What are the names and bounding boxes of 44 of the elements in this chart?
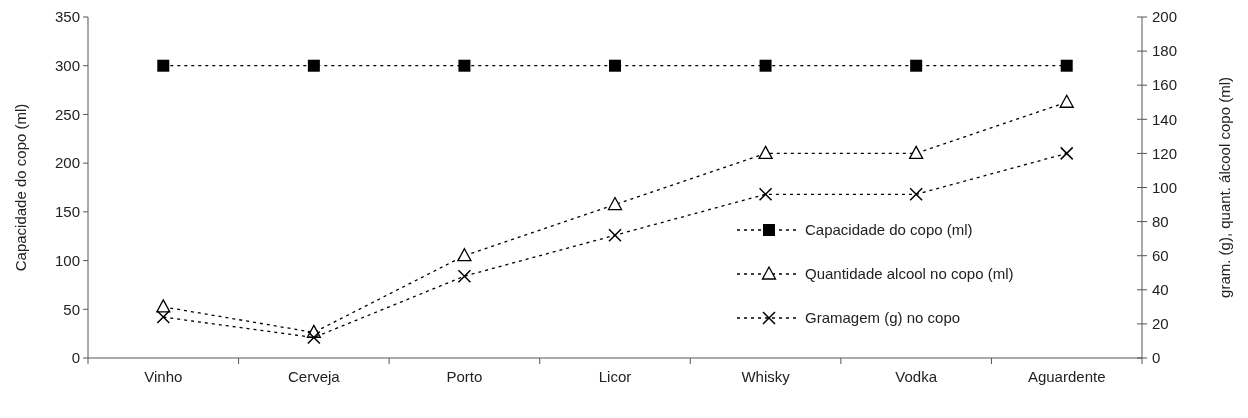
point xyxy=(307,330,321,345)
point xyxy=(909,187,923,202)
y-tick-label: 350 xyxy=(54,8,80,26)
x-tick-label: Licor xyxy=(598,368,632,385)
y2-tick-label: 60 xyxy=(1152,246,1169,264)
y2-tick-label: 80 xyxy=(1152,212,1169,230)
point xyxy=(1059,94,1074,108)
x-tick-label: Aguardente xyxy=(1027,368,1106,385)
y2-axis-title: gram. (g), quant. álcool copo (ml) xyxy=(1216,77,1233,298)
y2-tick-label: 180 xyxy=(1152,42,1178,60)
legend-label: Quantidade alcool no copo (ml) xyxy=(805,265,1014,283)
y-tick-label: 300 xyxy=(54,56,80,74)
y2-tick-label: 140 xyxy=(1152,110,1178,128)
point xyxy=(607,196,623,211)
point xyxy=(608,228,622,242)
point xyxy=(908,145,924,160)
y2-tick-label: 20 xyxy=(1152,315,1169,333)
y-tick-label: 150 xyxy=(54,203,80,221)
y-tick-label: 0 xyxy=(71,349,80,367)
y2-tick-label: 200 xyxy=(1152,8,1178,26)
y-tick-label: 100 xyxy=(54,251,80,269)
y-axis-title: Capacidade do copo (ml) xyxy=(12,103,29,272)
point xyxy=(758,145,773,160)
y-tick-label: 200 xyxy=(54,154,80,172)
x-tick-label: Porto xyxy=(446,368,483,385)
y2-tick-label: 160 xyxy=(1152,76,1178,94)
point xyxy=(457,248,472,262)
y-tick-label: 250 xyxy=(54,105,80,123)
point xyxy=(1059,146,1074,161)
y-tick-label: 50 xyxy=(63,300,80,318)
point xyxy=(758,187,773,202)
x-tick-label: Cerveja xyxy=(288,368,341,385)
x-tick-label: Whisky xyxy=(741,368,791,385)
y2-tick-label: 40 xyxy=(1152,281,1169,299)
x-tick-label: Vodka xyxy=(895,368,938,385)
y2-tick-label: 120 xyxy=(1152,144,1178,162)
point xyxy=(156,299,171,313)
legend-label: Gramagem (g) no copo xyxy=(805,309,961,327)
y2-tick-label: 100 xyxy=(1152,178,1178,196)
point xyxy=(156,310,171,324)
point xyxy=(457,269,472,283)
y2-tick-label: 0 xyxy=(1152,349,1161,367)
x-tick-label: Vinho xyxy=(144,368,183,385)
legend-label: Capacidade do copo (ml) xyxy=(805,221,973,239)
